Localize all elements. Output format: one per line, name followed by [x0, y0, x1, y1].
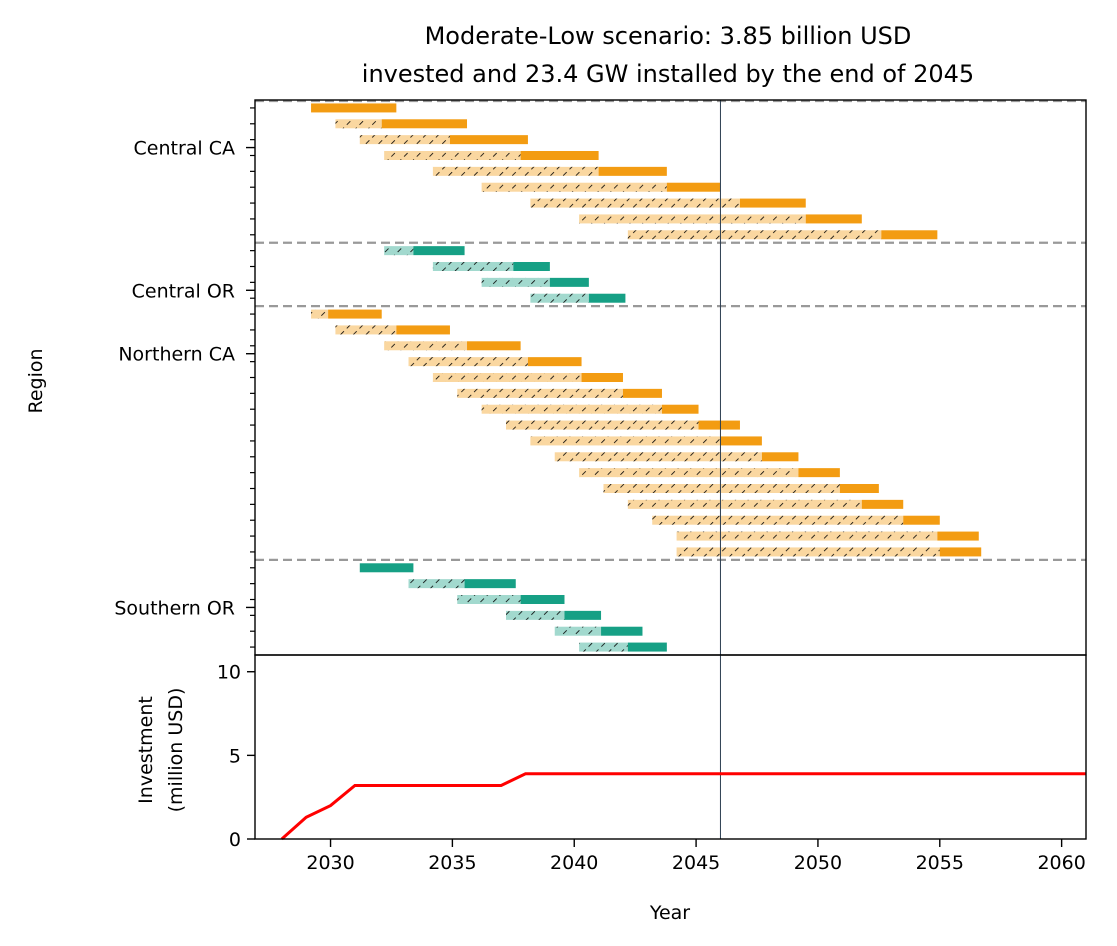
gantt-bars — [311, 103, 982, 652]
bar-construction-hatch-8 — [627, 230, 882, 240]
gantt-panel: Central CA Central OR Northern CA Southern … — [25, 99, 1087, 656]
bar-operation-0 — [311, 103, 397, 113]
investment-frame — [254, 654, 1087, 840]
chart-title-line-2: invested and 23.4 GW installed by the en… — [362, 60, 974, 88]
bar-operation-19 — [661, 404, 699, 414]
region-label-2: Northern CA — [118, 344, 235, 366]
bar-operation-18 — [622, 388, 662, 398]
bar-construction-hatch-21 — [530, 436, 721, 446]
region-separators — [255, 99, 1086, 561]
bar-construction-hatch-14 — [335, 325, 397, 335]
bar-operation-24 — [839, 484, 879, 493]
bar-construction-hatch-15 — [384, 341, 468, 351]
bar-construction-hatch-7 — [579, 214, 806, 224]
region-label-3: Southern OR — [114, 597, 235, 619]
bar-operation-34 — [627, 642, 667, 652]
year-x-tick-label-2: 2040 — [550, 852, 598, 874]
bar-operation-27 — [937, 531, 979, 541]
investment-y-tick-label-2: 10 — [217, 662, 241, 684]
bar-operation-5 — [666, 182, 721, 192]
bar-construction-hatch-25 — [627, 499, 862, 509]
investment-series-line — [280, 772, 1086, 841]
bar-construction-hatch-12 — [530, 293, 589, 303]
bar-operation-17 — [581, 373, 623, 382]
bar-operation-25 — [861, 499, 904, 509]
bar-construction-hatch-4 — [432, 166, 599, 176]
bar-operation-29 — [359, 563, 414, 573]
bar-construction-hatch-32 — [506, 610, 565, 620]
bar-operation-3 — [520, 151, 599, 160]
bar-construction-hatch-26 — [652, 515, 904, 525]
bar-operation-20 — [698, 420, 740, 430]
bar-construction-hatch-6 — [530, 198, 740, 208]
chart-title-line-1: Moderate-Low scenario: 3.85 billion USD — [425, 22, 912, 50]
bar-construction-hatch-5 — [481, 182, 667, 192]
gantt-y-axis-label: Region — [25, 348, 47, 413]
bar-operation-30 — [464, 579, 516, 589]
year-x-tick-label-6: 2060 — [1037, 852, 1085, 874]
year-x-ticks: 2030 2035 2040 2045 2050 2055 2060 — [306, 839, 1086, 874]
bar-construction-hatch-10 — [432, 262, 514, 271]
bar-operation-15 — [467, 341, 521, 351]
bar-construction-hatch-16 — [408, 357, 528, 367]
region-label-1: Central OR — [132, 280, 235, 302]
bar-operation-13 — [328, 309, 382, 319]
x-axis-label: Year — [649, 902, 690, 924]
bar-operation-23 — [798, 468, 840, 478]
bar-operation-6 — [739, 198, 806, 208]
investment-y-axis-label-line-1: Investment — [135, 696, 157, 804]
bar-construction-hatch-23 — [579, 468, 799, 478]
year-x-tick-label-4: 2050 — [794, 852, 842, 874]
bar-construction-hatch-24 — [603, 484, 840, 493]
bar-construction-hatch-9 — [384, 246, 414, 256]
bar-operation-2 — [449, 135, 528, 145]
bar-construction-hatch-1 — [335, 119, 382, 129]
bar-operation-4 — [598, 166, 667, 176]
investment-y-tick-label-1: 5 — [229, 745, 241, 767]
bar-construction-hatch-34 — [579, 642, 628, 652]
bar-construction-hatch-30 — [408, 579, 465, 589]
bar-construction-hatch-3 — [384, 151, 521, 160]
investment-y-ticks: 0 5 10 — [217, 662, 255, 851]
bar-operation-9 — [413, 246, 465, 256]
year-x-tick-label-5: 2055 — [916, 852, 964, 874]
bar-construction-hatch-13 — [311, 309, 329, 319]
bar-operation-10 — [513, 262, 550, 271]
bar-operation-33 — [601, 626, 643, 636]
bar-construction-hatch-33 — [554, 626, 602, 636]
bar-construction-hatch-19 — [481, 404, 662, 414]
bar-operation-21 — [720, 436, 762, 446]
bar-operation-7 — [805, 214, 862, 224]
bar-construction-hatch-22 — [554, 452, 762, 462]
bar-construction-hatch-31 — [457, 595, 521, 604]
bar-operation-28 — [939, 547, 982, 557]
bar-operation-22 — [761, 452, 799, 462]
year-x-tick-label-1: 2035 — [428, 852, 476, 874]
year-x-tick-label-0: 2030 — [306, 852, 354, 874]
bar-construction-hatch-2 — [359, 135, 450, 145]
investment-y-axis-label-line-2: (million USD) — [165, 688, 187, 813]
bar-operation-12 — [588, 293, 626, 303]
investment-panel: 0 5 10 2030 2035 2040 2045 2050 2055 2060 Invest… — [135, 654, 1087, 924]
bar-construction-hatch-18 — [457, 388, 623, 398]
investment-y-tick-label-0: 0 — [229, 829, 241, 851]
region-label-0: Central CA — [134, 138, 236, 160]
bar-operation-32 — [564, 610, 602, 620]
bar-construction-hatch-27 — [676, 531, 938, 541]
bar-operation-26 — [903, 515, 940, 525]
region-tick-labels: Central CA Central OR Northern CA Southern … — [114, 138, 255, 619]
bar-construction-hatch-11 — [481, 277, 550, 287]
bar-operation-11 — [549, 277, 589, 287]
bar-operation-1 — [381, 119, 468, 129]
bar-construction-hatch-20 — [506, 420, 699, 430]
year-x-tick-label-3: 2045 — [672, 852, 720, 874]
bar-construction-hatch-28 — [676, 547, 940, 557]
bar-operation-16 — [527, 357, 582, 367]
bar-operation-8 — [881, 230, 938, 240]
gantt-y-ticks — [250, 107, 255, 648]
bar-operation-14 — [396, 325, 450, 335]
bar-operation-31 — [520, 595, 565, 604]
bar-construction-hatch-17 — [432, 373, 582, 382]
